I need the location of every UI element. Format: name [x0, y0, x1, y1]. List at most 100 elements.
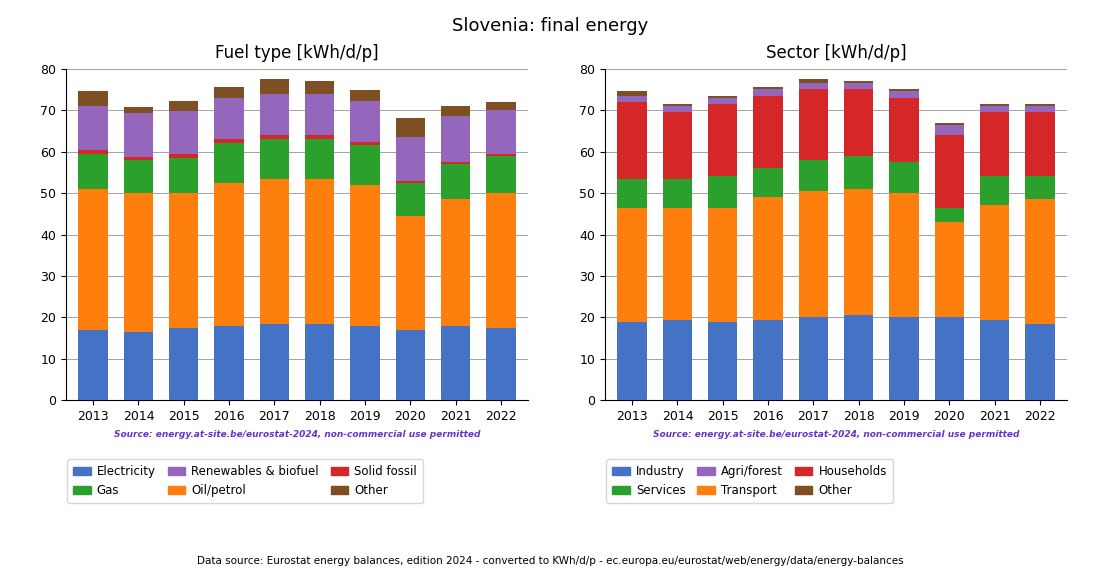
Bar: [617, 92, 647, 96]
Bar: [889, 162, 918, 193]
Bar: [799, 317, 828, 400]
Bar: [169, 158, 198, 193]
Bar: [799, 89, 828, 160]
Bar: [350, 145, 380, 185]
Bar: [441, 164, 471, 199]
Bar: [260, 139, 289, 178]
Bar: [662, 320, 692, 400]
Bar: [305, 135, 334, 139]
Bar: [486, 154, 516, 156]
Bar: [617, 96, 647, 102]
Bar: [260, 178, 289, 324]
Bar: [441, 106, 471, 116]
Bar: [617, 178, 647, 208]
Bar: [889, 92, 918, 98]
Bar: [754, 168, 783, 197]
Bar: [441, 162, 471, 164]
Bar: [169, 101, 198, 111]
Bar: [799, 191, 828, 317]
Bar: [124, 107, 153, 113]
Bar: [78, 330, 108, 400]
Bar: [169, 111, 198, 154]
Bar: [708, 176, 737, 208]
Bar: [935, 208, 964, 222]
Bar: [844, 315, 873, 400]
Bar: [169, 154, 198, 158]
Bar: [486, 193, 516, 328]
Bar: [305, 139, 334, 178]
Bar: [78, 92, 108, 106]
Bar: [1025, 176, 1055, 199]
Bar: [214, 144, 244, 182]
Bar: [844, 89, 873, 156]
Bar: [889, 193, 918, 317]
Bar: [78, 106, 108, 149]
Bar: [980, 320, 1009, 400]
Bar: [486, 110, 516, 154]
Bar: [662, 112, 692, 178]
Bar: [169, 328, 198, 400]
Bar: [889, 89, 918, 92]
Bar: [214, 88, 244, 98]
Bar: [980, 112, 1009, 176]
Text: Slovenia: final energy: Slovenia: final energy: [452, 17, 648, 35]
Bar: [441, 199, 471, 326]
Bar: [935, 135, 964, 208]
Bar: [78, 189, 108, 330]
Bar: [214, 326, 244, 400]
Bar: [124, 332, 153, 400]
Title: Sector [kWh/d/p]: Sector [kWh/d/p]: [766, 43, 906, 62]
Bar: [486, 102, 516, 110]
Bar: [980, 176, 1009, 205]
Bar: [844, 189, 873, 315]
Bar: [305, 324, 334, 400]
Bar: [1025, 112, 1055, 176]
Bar: [708, 104, 737, 176]
Bar: [305, 81, 334, 93]
Bar: [662, 104, 692, 106]
Bar: [441, 326, 471, 400]
Bar: [935, 222, 964, 317]
Bar: [617, 102, 647, 178]
Bar: [980, 104, 1009, 106]
Bar: [754, 88, 783, 89]
Bar: [441, 116, 471, 162]
Bar: [350, 326, 380, 400]
Bar: [935, 122, 964, 125]
Bar: [260, 79, 289, 93]
Bar: [486, 328, 516, 400]
Bar: [617, 208, 647, 321]
Bar: [124, 157, 153, 160]
Bar: [396, 216, 425, 330]
Bar: [844, 83, 873, 89]
Text: Source: energy.at-site.be/eurostat-2024, non-commercial use permitted: Source: energy.at-site.be/eurostat-2024,…: [113, 430, 481, 439]
Bar: [617, 321, 647, 400]
Bar: [662, 178, 692, 208]
Bar: [1025, 104, 1055, 106]
Bar: [350, 90, 380, 101]
Bar: [78, 154, 108, 189]
Bar: [78, 149, 108, 154]
Bar: [396, 330, 425, 400]
Bar: [980, 205, 1009, 320]
Legend: Industry, Services, Agri/forest, Transport, Households, Other: Industry, Services, Agri/forest, Transpo…: [606, 459, 893, 503]
Bar: [662, 106, 692, 112]
Bar: [260, 93, 289, 135]
Text: Data source: Eurostat energy balances, edition 2024 - converted to KWh/d/p - ec.: Data source: Eurostat energy balances, e…: [197, 557, 903, 566]
Bar: [708, 96, 737, 98]
Bar: [1025, 106, 1055, 112]
Bar: [708, 321, 737, 400]
Title: Fuel type [kWh/d/p]: Fuel type [kWh/d/p]: [216, 43, 378, 62]
Bar: [396, 137, 425, 181]
Text: Source: energy.at-site.be/eurostat-2024, non-commercial use permitted: Source: energy.at-site.be/eurostat-2024,…: [652, 430, 1020, 439]
Bar: [350, 142, 380, 145]
Bar: [1025, 324, 1055, 400]
Bar: [396, 182, 425, 216]
Bar: [350, 101, 380, 142]
Bar: [799, 79, 828, 83]
Bar: [935, 125, 964, 135]
Bar: [662, 208, 692, 320]
Bar: [799, 83, 828, 89]
Bar: [754, 96, 783, 168]
Bar: [754, 89, 783, 96]
